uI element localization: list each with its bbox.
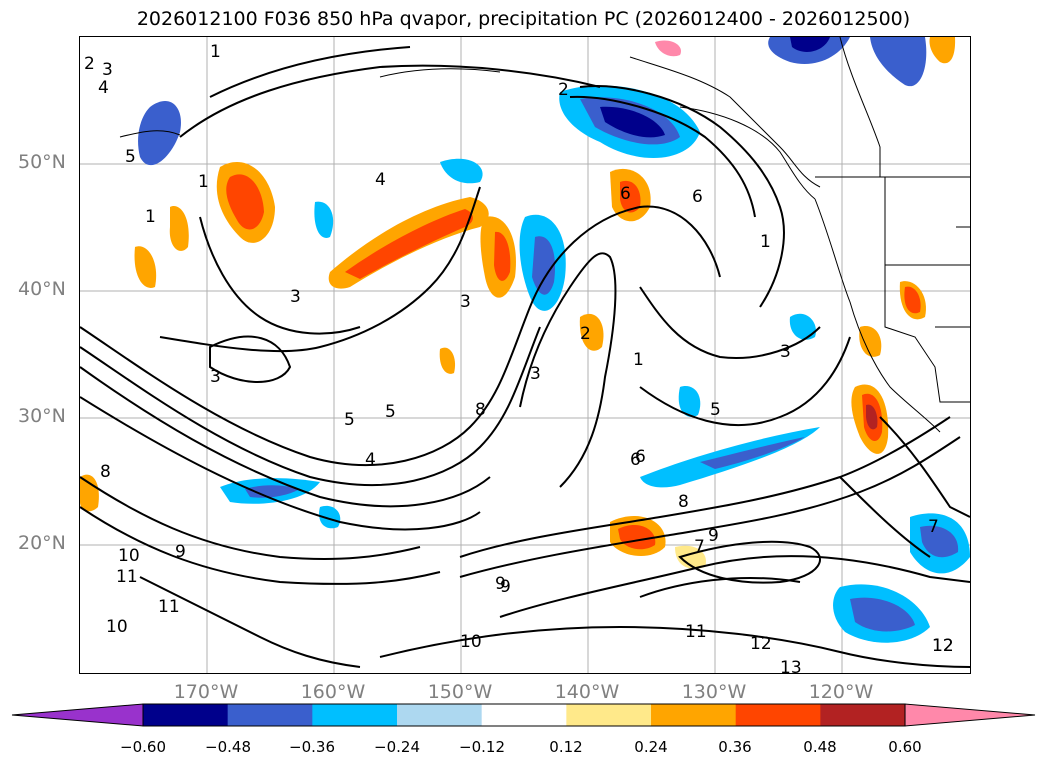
contour-label: 3 [530,364,541,384]
contour-label: 2 [84,54,95,74]
contour-label: 8 [100,462,111,482]
contour-label: 9 [708,526,719,546]
colorbar-segment [481,704,567,726]
map-canvas: 2 3 4 1 5 1 2 3 1 4 3 5 5 4 3 6 5 1 2 3 … [80,37,970,673]
contour-label: 8 [678,492,689,512]
contour-label: 9 [495,574,506,594]
colorbar-segment [227,704,313,726]
contour-label: 6 [635,447,646,467]
lon-tick-140w: 140°W [554,681,620,703]
contour-label: 6 [692,187,703,207]
qvapor-contours [80,46,970,668]
colorbar-segment [397,704,483,726]
contour-label: 5 [125,147,136,167]
colorbar-tick: 0.12 [549,738,583,756]
contour-label: 12 [750,634,772,654]
contour-label: 2 [558,80,569,100]
colorbar-tick: −0.12 [459,738,505,756]
contour-label: 3 [780,342,791,362]
contour-label: 4 [375,170,386,190]
contour-label: 1 [198,172,209,192]
contour-label: 3 [460,292,471,312]
contour-label: 1 [633,350,644,370]
lon-tick-120w: 120°W [808,681,874,703]
contour-label: 2 [580,324,591,344]
contour-label: 3 [102,60,113,80]
contour-label: 11 [158,597,180,617]
contour-label: 10 [106,617,128,637]
contour-label: 7 [694,537,705,557]
contour-label: 6 [630,450,641,470]
colorbar-tick: 0.24 [634,738,668,756]
colorbar-tick: 0.36 [718,738,752,756]
lat-tick-40n: 40°N [18,278,66,300]
contour-labels: 2 3 4 1 5 1 2 3 1 4 3 5 5 4 3 6 5 1 2 3 … [84,42,954,673]
colorbar-tick: −0.36 [289,738,335,756]
contour-label: 11 [116,567,138,587]
contour-label: 4 [365,450,376,470]
colorbar-segment [820,704,906,726]
lon-tick-170w: 170°W [173,681,239,703]
contour-label: 5 [710,400,721,420]
colorbar-segment [143,704,229,726]
contour-label: 5 [344,410,355,430]
contour-label: 12 [932,636,954,656]
lat-tick-30n: 30°N [18,405,66,427]
graticule [80,37,970,673]
colorbar-segment [566,704,652,726]
contour-label: 9 [500,577,511,597]
lon-tick-130w: 130°W [681,681,747,703]
lat-tick-20n: 20°N [18,532,66,554]
contour-label: 13 [780,658,802,673]
contour-label: 3 [210,367,221,387]
colorbar-tick: −0.24 [374,738,420,756]
contour-label: 11 [685,622,707,642]
contour-label: 1 [210,42,221,62]
contour-label: 4 [98,78,109,98]
colorbar-tick: −0.60 [120,738,166,756]
lon-tick-150w: 150°W [427,681,493,703]
colorbar-tick: 0.60 [888,738,922,756]
contour-label: 6 [620,184,631,204]
contour-label: 3 [290,287,301,307]
contour-label: 9 [175,542,186,562]
colorbar-tick: 0.48 [803,738,837,756]
contour-label: 5 [385,402,396,422]
contour-label: 10 [118,546,140,566]
contour-label: 8 [475,400,486,420]
contour-label: 12 [932,636,954,656]
colorbar-extend-high [904,703,1036,727]
coastlines [119,37,970,433]
lon-tick-160w: 160°W [300,681,366,703]
map-title: 2026012100 F036 850 hPa qvapor, precipit… [136,8,911,30]
colorbar-segment [735,704,821,726]
contour-label: 1 [760,232,771,252]
lat-tick-50n: 50°N [18,151,66,173]
contour-label: 1 [145,207,156,227]
colorbar-extend-low [11,703,144,727]
contour-label: 10 [460,632,482,652]
colorbar-segment [312,704,398,726]
colorbar-segment [651,704,737,726]
colorbar [11,703,1036,727]
precip-anomaly-fill [80,37,970,643]
contour-label: 7 [928,517,939,537]
colorbar-tick: −0.48 [205,738,251,756]
map-panel: 2 3 4 1 5 1 2 3 1 4 3 5 5 4 3 6 5 1 2 3 … [79,36,971,674]
